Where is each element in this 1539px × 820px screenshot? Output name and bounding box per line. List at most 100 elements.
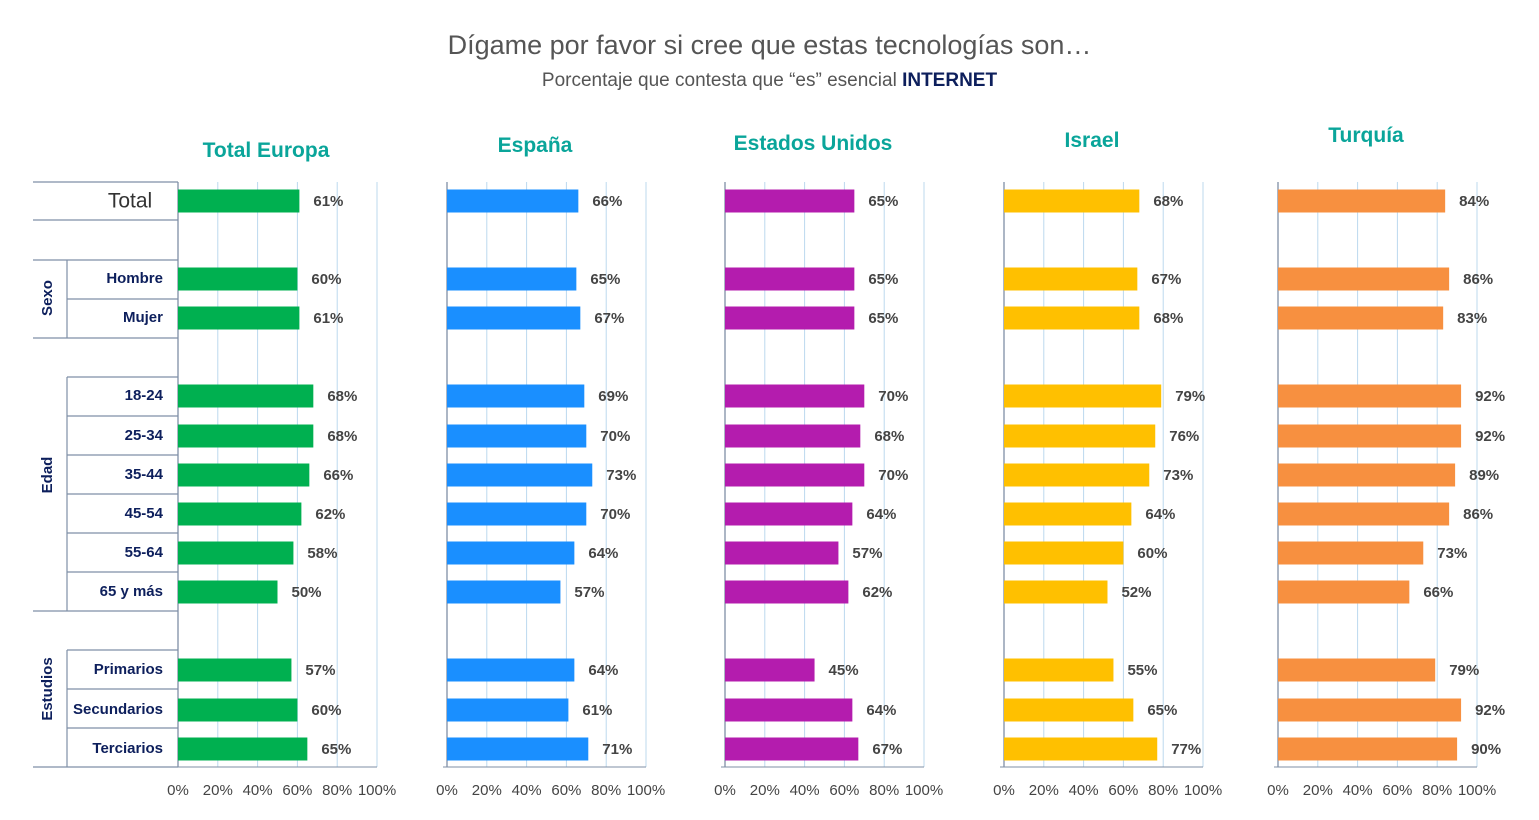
data-label: 61% [313,193,343,210]
bar-espana-65-y-mas [447,580,561,604]
bar-turquia-mujer [1278,306,1444,330]
panel-title-estados-unidos: Estados Unidos [734,132,893,155]
x-tick-label: 40% [512,782,542,799]
x-tick-label: 80% [1422,782,1452,799]
bar-total-europa-35-44 [178,463,310,487]
data-label: 92% [1475,388,1505,405]
bar-israel-terciarios [1004,737,1158,761]
bar-espana-55-64 [447,541,575,565]
data-label: 66% [1423,584,1453,601]
row-label-hombre: Hombre [106,270,163,287]
x-tick-label: 100% [1184,782,1222,799]
data-label: 73% [606,467,636,484]
x-tick-label: 0% [993,782,1015,799]
data-label: 73% [1163,467,1193,484]
data-label: 65% [868,310,898,327]
data-label: 68% [327,428,357,445]
data-label: 64% [588,545,618,562]
group-label-sexo: Sexo [39,280,56,316]
chart-subtitle: Porcentaje que contesta que “es” esencia… [0,70,1539,92]
x-tick-label: 100% [905,782,943,799]
bar-israel-55-64 [1004,541,1124,565]
row-label-35-44: 35-44 [125,466,164,483]
x-tick-label: 20% [472,782,502,799]
data-label: 86% [1463,506,1493,523]
data-label: 79% [1175,388,1205,405]
x-tick-label: 80% [591,782,621,799]
data-label: 61% [313,310,343,327]
data-label: 61% [582,702,612,719]
row-label-25-34: 25-34 [125,427,164,444]
bar-total-europa-terciarios [178,737,308,761]
bar-espana-mujer [447,306,581,330]
data-label: 62% [315,506,345,523]
data-label: 71% [602,741,632,758]
row-label-65-y-mas: 65 y más [100,583,163,600]
bar-turquia-55-64 [1278,541,1424,565]
bar-turquia-terciarios [1278,737,1458,761]
panel-title-israel: Israel [1065,129,1120,152]
data-label: 64% [1145,506,1175,523]
bar-estados-unidos-18-24 [725,384,865,408]
data-label: 84% [1459,193,1489,210]
bar-israel-45-54 [1004,502,1132,526]
data-label: 60% [311,702,341,719]
data-label: 89% [1469,467,1499,484]
bar-estados-unidos-hombre [725,267,855,291]
data-label: 68% [327,388,357,405]
data-label: 68% [874,428,904,445]
data-label: 57% [852,545,882,562]
x-tick-label: 20% [1303,782,1333,799]
x-tick-label: 0% [714,782,736,799]
bar-estados-unidos-total [725,189,855,213]
data-label: 64% [866,702,896,719]
x-tick-label: 60% [829,782,859,799]
data-label: 68% [1153,310,1183,327]
data-label: 45% [829,662,859,679]
bar-israel-mujer [1004,306,1140,330]
x-tick-label: 0% [167,782,189,799]
data-label: 65% [590,271,620,288]
bar-total-europa-secundarios [178,698,298,722]
bar-total-europa-25-34 [178,424,314,448]
bar-israel-25-34 [1004,424,1156,448]
data-label: 69% [598,388,628,405]
bar-estados-unidos-65-y-mas [725,580,849,604]
data-label: 66% [592,193,622,210]
data-label: 64% [866,506,896,523]
data-label: 67% [594,310,624,327]
bar-total-europa-hombre [178,267,298,291]
x-tick-label: 60% [1108,782,1138,799]
bar-espana-total [447,189,579,213]
bar-total-europa-65-y-mas [178,580,278,604]
row-label-terciarios: Terciarios [92,740,163,757]
x-tick-label: 40% [243,782,273,799]
bar-estados-unidos-mujer [725,306,855,330]
bar-turquia-35-44 [1278,463,1456,487]
group-label-edad: Edad [39,457,56,494]
x-tick-label: 0% [436,782,458,799]
row-label-primarios: Primarios [94,661,163,678]
bar-total-europa-primarios [178,658,292,682]
x-tick-label: 40% [1069,782,1099,799]
data-label: 77% [1171,741,1201,758]
subtitle-emphasis: INTERNET [902,70,998,91]
row-label-total: Total [108,190,152,213]
bar-estados-unidos-35-44 [725,463,865,487]
x-tick-label: 20% [750,782,780,799]
data-label: 70% [878,467,908,484]
bar-estados-unidos-25-34 [725,424,861,448]
bar-espana-hombre [447,267,577,291]
bar-turquia-hombre [1278,267,1450,291]
bar-total-europa-45-54 [178,502,302,526]
x-tick-label: 80% [1148,782,1178,799]
data-label: 92% [1475,702,1505,719]
data-label: 65% [868,271,898,288]
x-tick-label: 100% [358,782,396,799]
bar-total-europa-total [178,189,300,213]
x-tick-label: 20% [1029,782,1059,799]
bar-israel-hombre [1004,267,1138,291]
bar-total-europa-mujer [178,306,300,330]
x-tick-label: 100% [627,782,665,799]
subtitle-prefix: Porcentaje que contesta que “es” esencia… [541,70,903,91]
